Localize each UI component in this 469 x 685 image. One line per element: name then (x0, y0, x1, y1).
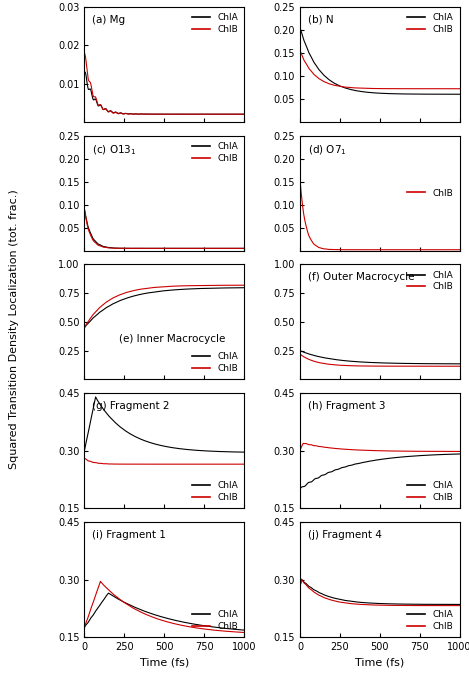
Text: (b) N: (b) N (308, 15, 333, 25)
Legend: ChlA, ChlB: ChlA, ChlB (406, 479, 455, 503)
Text: (i) Fragment 1: (i) Fragment 1 (92, 530, 166, 540)
Text: (h) Fragment 3: (h) Fragment 3 (308, 401, 386, 411)
X-axis label: Time (fs): Time (fs) (355, 658, 404, 667)
Text: (e) Inner Macrocycle: (e) Inner Macrocycle (0, 684, 1, 685)
Text: (c) O13$_1$: (c) O13$_1$ (92, 144, 137, 158)
Text: (d) O7$_1$: (d) O7$_1$ (0, 684, 1, 685)
Legend: ChlA, ChlB: ChlA, ChlB (406, 12, 455, 36)
Text: Squared Transition Density Localization (tot. frac.): Squared Transition Density Localization … (9, 189, 19, 469)
Text: (f) Outer Macrocycle: (f) Outer Macrocycle (308, 273, 415, 282)
Legend: ChlA, ChlB: ChlA, ChlB (190, 140, 240, 164)
Legend: ChlA, ChlB: ChlA, ChlB (190, 608, 240, 632)
Legend: ChlA, ChlB: ChlA, ChlB (190, 479, 240, 503)
X-axis label: Time (fs): Time (fs) (140, 658, 189, 667)
Legend: ChlA, ChlB: ChlA, ChlB (406, 269, 455, 293)
Legend: ChlA, ChlB: ChlA, ChlB (190, 12, 240, 36)
Legend: ChlA, ChlB: ChlA, ChlB (406, 608, 455, 632)
Text: (j) Fragment 4: (j) Fragment 4 (308, 530, 382, 540)
Text: (d) O7$_1$: (d) O7$_1$ (308, 144, 347, 158)
Text: (a) Mg: (a) Mg (92, 15, 126, 25)
Text: (e) Inner Macrocycle: (e) Inner Macrocycle (119, 334, 226, 344)
Legend: ChlA, ChlB: ChlA, ChlB (190, 351, 240, 375)
Legend: ChlB: ChlB (406, 187, 455, 199)
Text: (g) Fragment 2: (g) Fragment 2 (92, 401, 170, 411)
